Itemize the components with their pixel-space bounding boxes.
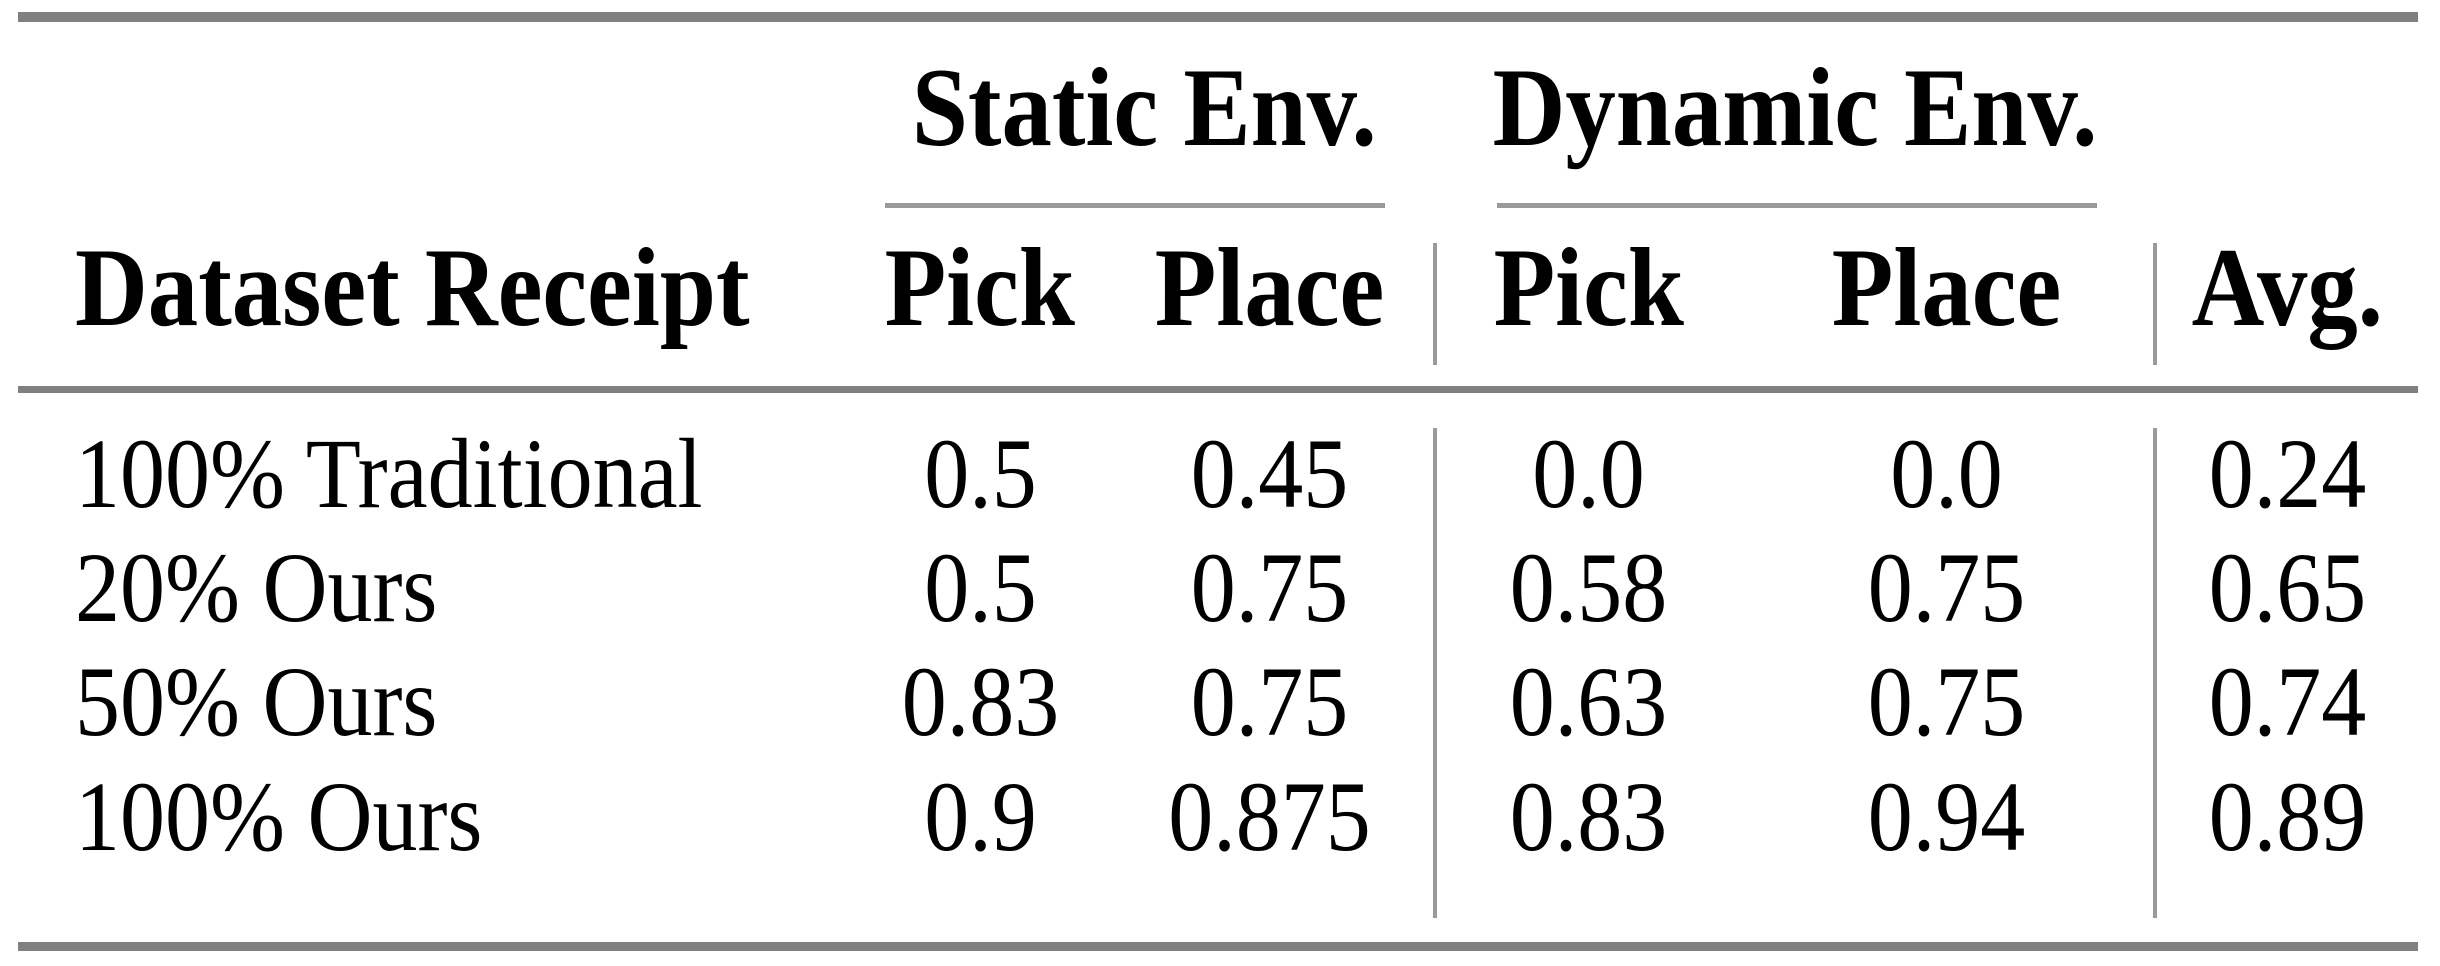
cell-dynamic-place: 0.0 [1890,418,2003,529]
cell-static-place: 0.45 [1190,418,1348,529]
group-header-static-env: Static Env. [911,46,1377,170]
group-header-dynamic-env: Dynamic Env. [1492,46,2098,170]
cell-avg: 0.24 [2208,418,2367,529]
table-row: 50% Ours 0.83 0.75 0.63 0.75 0.74 [18,652,2418,752]
column-header-dataset-receipt: Dataset Receipt [75,226,750,350]
table-row: 100% Traditional 0.5 0.45 0.0 0.0 0.24 [18,424,2418,524]
top-rule [18,12,2418,22]
cell-avg: 0.74 [2208,646,2367,757]
cell-dynamic-place: 0.94 [1867,761,2026,872]
table-row: 100% Ours 0.9 0.875 0.83 0.94 0.89 [18,767,2418,867]
cell-static-place: 0.875 [1167,761,1371,872]
vertical-rule-dynamic-avg-header [2153,243,2157,365]
cell-dynamic-place: 0.75 [1867,532,2026,643]
cell-static-pick: 0.5 [923,532,1037,643]
cell-static-pick: 0.9 [923,761,1037,872]
column-header-static-place: Place [1154,226,1384,350]
cell-avg: 0.65 [2208,532,2367,643]
column-header-dynamic-pick: Pick [1493,226,1684,350]
cell-static-place: 0.75 [1190,532,1348,643]
static-group-underline-rule [885,203,1385,208]
row-label: 20% Ours [75,532,438,643]
cell-dynamic-pick: 0.58 [1509,532,1668,643]
row-label: 50% Ours [75,646,438,757]
dynamic-group-underline-rule [1497,203,2097,208]
cell-dynamic-pick: 0.0 [1532,418,1645,529]
column-header-row: Dataset Receipt Pick Place Pick Place Av… [18,232,2418,344]
cell-static-pick: 0.83 [901,646,1059,757]
group-header-row: Static Env. Dynamic Env. [18,52,2418,164]
row-label: 100% Ours [75,761,483,872]
row-label: 100% Traditional [75,418,703,529]
cell-avg: 0.89 [2208,761,2367,872]
cell-static-place: 0.75 [1190,646,1348,757]
cell-dynamic-pick: 0.83 [1509,761,1668,872]
vertical-rule-dynamic-avg-body [2153,428,2157,918]
cell-static-pick: 0.5 [923,418,1037,529]
cell-dynamic-place: 0.75 [1867,646,2026,757]
table-row: 20% Ours 0.5 0.75 0.58 0.75 0.65 [18,538,2418,638]
vertical-rule-static-dynamic-header [1433,243,1437,365]
bottom-rule [18,942,2418,951]
column-header-dynamic-place: Place [1831,226,2062,350]
vertical-rule-static-dynamic-body [1433,428,1437,918]
cell-dynamic-pick: 0.63 [1509,646,1668,757]
column-header-static-pick: Pick [884,226,1076,350]
column-header-avg: Avg. [2191,226,2384,350]
header-midrule [18,386,2418,393]
